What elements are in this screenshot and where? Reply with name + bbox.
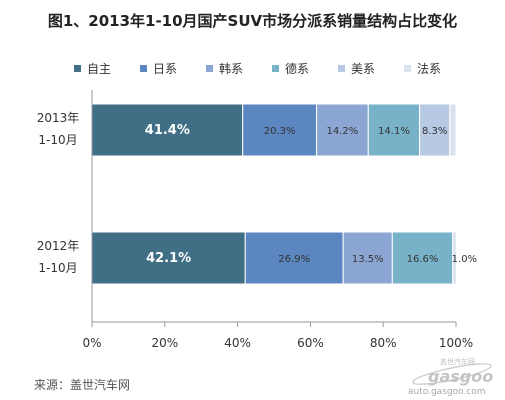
x-tick-label: 80% — [370, 336, 397, 350]
legend-label: 美系 — [351, 62, 375, 76]
bar-segment — [91, 231, 246, 285]
legend-label: 德系 — [285, 61, 309, 76]
legend-swatch — [206, 65, 213, 72]
category-label: 1-10月 — [38, 261, 77, 275]
chart-title: 图1、2013年1-10月国产SUV市场分派系销量结构占比变化 — [47, 12, 458, 30]
data-label: 13.5% — [352, 254, 384, 265]
bar-segment — [244, 231, 344, 285]
data-label: 20.3% — [264, 126, 296, 137]
data-label: 42.1% — [146, 251, 191, 266]
legend-label: 日系 — [153, 62, 177, 76]
bar-segment — [342, 231, 393, 285]
bar-segment — [242, 103, 318, 157]
legend-swatch — [338, 65, 345, 72]
bar-segment — [449, 103, 457, 157]
category-label: 2013年 — [37, 111, 80, 125]
gasgoo-watermark-logo: 盖世汽车网 gasgoo auto.gasgoo.com — [408, 357, 493, 396]
x-tick-label: 100% — [439, 336, 473, 350]
x-tick-label: 60% — [297, 336, 324, 350]
watermark-brand-cn: 盖世汽车网 — [440, 357, 475, 366]
data-label: 41.4% — [145, 123, 190, 138]
category-label: 2012年 — [37, 239, 80, 253]
watermark-brand-en: gasgoo — [428, 367, 493, 386]
x-tick-label: 20% — [151, 336, 178, 350]
bar-segment — [419, 103, 451, 157]
legend-swatch — [140, 65, 147, 72]
x-tick-label: 40% — [224, 336, 251, 350]
category-label: 1-10月 — [38, 133, 77, 147]
watermark-url: auto.gasgoo.com — [408, 387, 486, 396]
bar-segment — [452, 231, 457, 285]
data-label: 14.1% — [378, 126, 410, 137]
legend-label: 韩系 — [219, 61, 243, 76]
data-label: 26.9% — [278, 254, 310, 265]
legend-label: 法系 — [417, 62, 441, 76]
data-label: 16.6% — [407, 254, 439, 265]
legend-swatch — [74, 65, 81, 72]
legend-swatch — [272, 65, 279, 72]
legend-label: 自主 — [87, 62, 111, 76]
data-label: 8.3% — [422, 126, 447, 137]
data-label: 14.2% — [327, 126, 359, 137]
source-note: 来源：盖世汽车网 — [34, 378, 131, 392]
x-tick-label: 0% — [82, 336, 101, 350]
bar-segment — [391, 231, 454, 285]
legend-swatch — [404, 65, 411, 72]
data-label: 1.0% — [452, 254, 477, 265]
